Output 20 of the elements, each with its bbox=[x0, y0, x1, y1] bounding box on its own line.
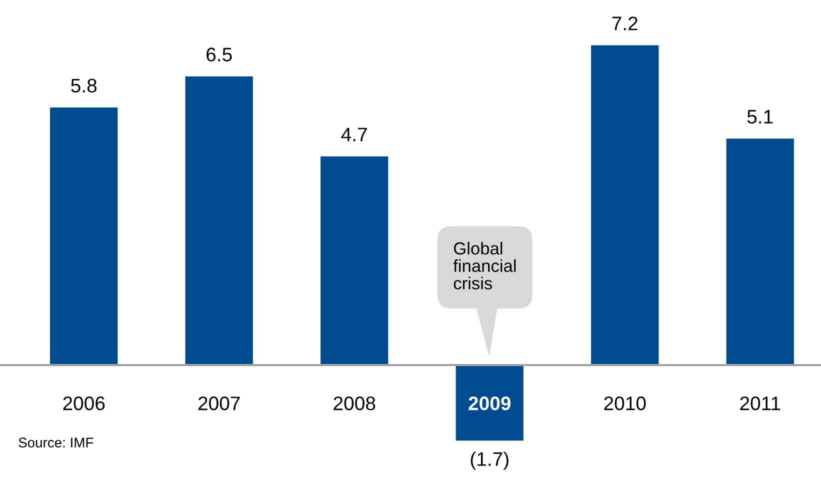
x-tick-label: 2008 bbox=[334, 396, 376, 410]
data-label: 5.8 bbox=[71, 78, 97, 93]
bar bbox=[591, 45, 659, 366]
x-tick-label: 2010 bbox=[604, 396, 646, 410]
bar bbox=[185, 76, 253, 366]
data-label: 5.1 bbox=[747, 110, 773, 124]
bar bbox=[50, 107, 118, 366]
annotation: Global financial crisis bbox=[453, 242, 516, 290]
data-label: (1.7) bbox=[470, 452, 508, 470]
x-tick-label: 2006 bbox=[63, 396, 105, 410]
bar bbox=[456, 365, 524, 441]
bar bbox=[726, 138, 794, 366]
data-label: 4.7 bbox=[341, 128, 367, 142]
data-label: 6.5 bbox=[206, 48, 232, 62]
x-tick-label: 2009 bbox=[468, 396, 511, 410]
bar bbox=[320, 156, 388, 366]
data-label: 7.2 bbox=[612, 16, 638, 30]
x-tick-label: 2007 bbox=[198, 396, 240, 410]
x-tick-label: 2011 bbox=[740, 396, 780, 410]
annotation: Source: IMF bbox=[18, 438, 94, 448]
